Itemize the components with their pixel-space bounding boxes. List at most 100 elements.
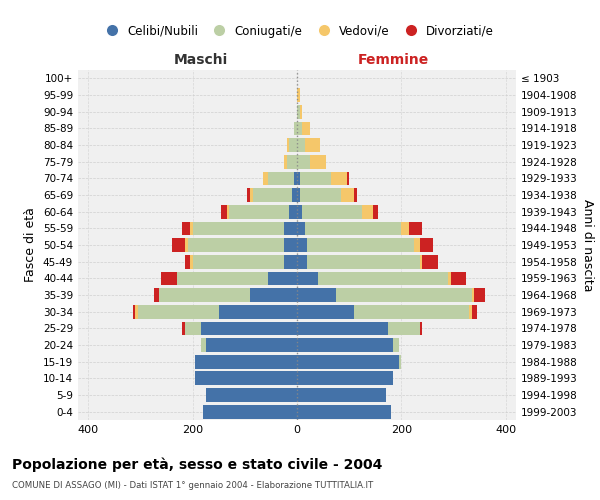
Bar: [253, 188, 292, 202]
Bar: [401, 222, 409, 235]
Bar: [305, 138, 320, 152]
Y-axis label: Fasce di età: Fasce di età: [25, 208, 37, 282]
Bar: [362, 205, 373, 218]
Bar: [287, 155, 297, 168]
Bar: [373, 205, 378, 218]
Bar: [394, 338, 398, 352]
Bar: [307, 255, 419, 268]
Bar: [182, 222, 190, 235]
Bar: [297, 305, 355, 318]
Bar: [307, 238, 415, 252]
Bar: [297, 405, 391, 418]
Bar: [138, 305, 219, 318]
Bar: [268, 272, 297, 285]
Bar: [472, 305, 477, 318]
Bar: [177, 272, 268, 285]
Bar: [159, 288, 250, 302]
Bar: [398, 355, 401, 368]
Bar: [422, 255, 438, 268]
Bar: [193, 222, 284, 235]
Bar: [297, 172, 299, 185]
Bar: [388, 322, 419, 335]
Bar: [196, 355, 297, 368]
Bar: [227, 205, 229, 218]
Bar: [297, 338, 394, 352]
Bar: [200, 338, 206, 352]
Bar: [133, 305, 136, 318]
Bar: [419, 255, 422, 268]
Bar: [193, 255, 284, 268]
Bar: [297, 388, 386, 402]
Bar: [200, 322, 297, 335]
Bar: [295, 122, 297, 135]
Bar: [297, 288, 336, 302]
Bar: [284, 255, 297, 268]
Bar: [355, 188, 357, 202]
Bar: [318, 272, 448, 285]
Bar: [284, 222, 297, 235]
Bar: [409, 222, 422, 235]
Bar: [341, 188, 355, 202]
Bar: [347, 172, 349, 185]
Bar: [299, 188, 341, 202]
Bar: [284, 238, 297, 252]
Bar: [331, 172, 347, 185]
Bar: [297, 355, 398, 368]
Bar: [336, 288, 472, 302]
Bar: [415, 238, 419, 252]
Text: Femmine: Femmine: [358, 52, 429, 66]
Bar: [182, 322, 185, 335]
Text: Maschi: Maschi: [173, 52, 228, 66]
Bar: [297, 255, 307, 268]
Bar: [136, 305, 138, 318]
Bar: [299, 172, 331, 185]
Bar: [297, 272, 318, 285]
Bar: [305, 222, 401, 235]
Bar: [297, 88, 299, 102]
Bar: [302, 205, 362, 218]
Bar: [297, 155, 310, 168]
Bar: [474, 288, 485, 302]
Bar: [196, 372, 297, 385]
Bar: [206, 388, 297, 402]
Bar: [190, 255, 193, 268]
Text: COMUNE DI ASSAGO (MI) - Dati ISTAT 1° gennaio 2004 - Elaborazione TUTTITALIA.IT: COMUNE DI ASSAGO (MI) - Dati ISTAT 1° ge…: [12, 481, 373, 490]
Bar: [297, 122, 302, 135]
Legend: Celibi/Nubili, Coniugati/e, Vedovi/e, Divorziati/e: Celibi/Nubili, Coniugati/e, Vedovi/e, Di…: [95, 20, 499, 42]
Bar: [185, 322, 200, 335]
Bar: [263, 172, 268, 185]
Bar: [297, 222, 305, 235]
Bar: [250, 188, 253, 202]
Bar: [289, 205, 297, 218]
Bar: [310, 155, 326, 168]
Bar: [297, 238, 307, 252]
Bar: [297, 188, 299, 202]
Bar: [206, 338, 297, 352]
Bar: [297, 205, 302, 218]
Bar: [289, 138, 297, 152]
Bar: [187, 238, 284, 252]
Bar: [292, 188, 297, 202]
Bar: [299, 105, 302, 118]
Bar: [190, 222, 193, 235]
Bar: [185, 255, 190, 268]
Bar: [221, 205, 227, 218]
Text: Popolazione per età, sesso e stato civile - 2004: Popolazione per età, sesso e stato civil…: [12, 458, 382, 472]
Bar: [247, 188, 250, 202]
Bar: [161, 272, 177, 285]
Bar: [268, 172, 295, 185]
Bar: [297, 105, 299, 118]
Bar: [297, 372, 394, 385]
Bar: [469, 305, 472, 318]
Bar: [185, 238, 187, 252]
Bar: [297, 322, 388, 335]
Bar: [419, 322, 422, 335]
Bar: [219, 305, 297, 318]
Bar: [297, 138, 305, 152]
Bar: [419, 238, 433, 252]
Bar: [472, 288, 474, 302]
Bar: [302, 122, 310, 135]
Bar: [172, 238, 185, 252]
Y-axis label: Anni di nascita: Anni di nascita: [581, 198, 594, 291]
Bar: [154, 288, 159, 302]
